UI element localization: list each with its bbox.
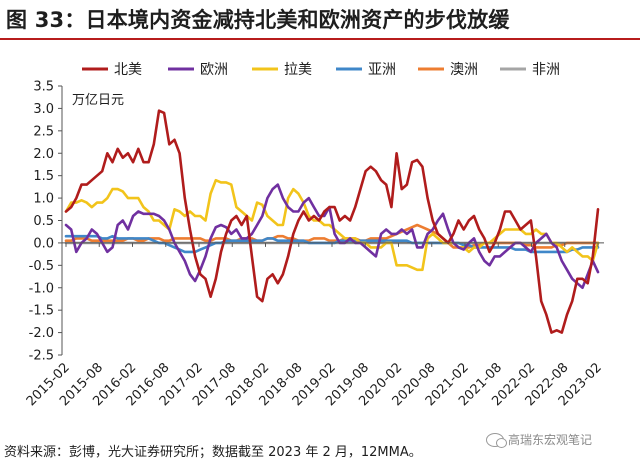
y-tick-label: 3.5 <box>33 80 54 95</box>
legend-label: 欧洲 <box>200 62 228 78</box>
legend-label: 亚洲 <box>368 62 396 78</box>
legend-label: 非洲 <box>532 62 560 78</box>
title-underline <box>0 38 640 40</box>
legend-label: 澳洲 <box>450 62 478 78</box>
y-tick-label: 1.0 <box>33 192 54 207</box>
y-tick-label: 2.5 <box>33 124 54 139</box>
x-axis: 2015-022015-082016-022016-082017-022017-… <box>24 242 605 409</box>
series-line-1 <box>64 109 600 334</box>
chart-legend: 北美 欧洲 拉美 亚洲 澳洲 非洲 <box>82 62 560 78</box>
y-tick-label: 1.5 <box>33 169 54 184</box>
line-chart: 北美 欧洲 拉美 亚洲 澳洲 非洲 3.5 3.0 2.5 2.0 1.5 1.0 0.5 0.0 -0.… <box>24 62 605 409</box>
y-tick-label: 2.0 <box>33 147 54 162</box>
y-tick-label: -1.5 <box>29 304 54 319</box>
y-tick-label: 3.0 <box>33 102 54 117</box>
legend-label: 北美 <box>114 62 142 78</box>
y-tick-label: 0.0 <box>33 236 54 251</box>
y-axis: 3.5 3.0 2.5 2.0 1.5 1.0 0.5 0.0 -0.5 -1.0 -1.5 -2.0… <box>29 80 63 364</box>
y-tick-label: -1.0 <box>29 281 54 296</box>
watermark: 高瑞东宏观笔记 <box>486 431 592 448</box>
y-tick-label: 0.5 <box>33 214 54 229</box>
wechat-icon <box>486 432 507 448</box>
figure-title: 图 33：日本境内资金减持北美和欧洲资产的步伐放缓 <box>6 8 510 32</box>
legend-label: 拉美 <box>284 62 312 78</box>
watermark-label: 高瑞东宏观笔记 <box>508 433 593 447</box>
y-axis-title: 万亿日元 <box>72 93 124 108</box>
y-tick-label: -0.5 <box>29 259 54 274</box>
series-line-2 <box>64 183 600 290</box>
series-group <box>64 109 600 334</box>
y-tick-label: -2.0 <box>29 326 54 341</box>
y-tick-label: -2.5 <box>29 349 54 364</box>
source-note: 资料来源：彭博，光大证券研究所；数据截至 2023 年 2 月，12MMA。 <box>4 445 422 460</box>
